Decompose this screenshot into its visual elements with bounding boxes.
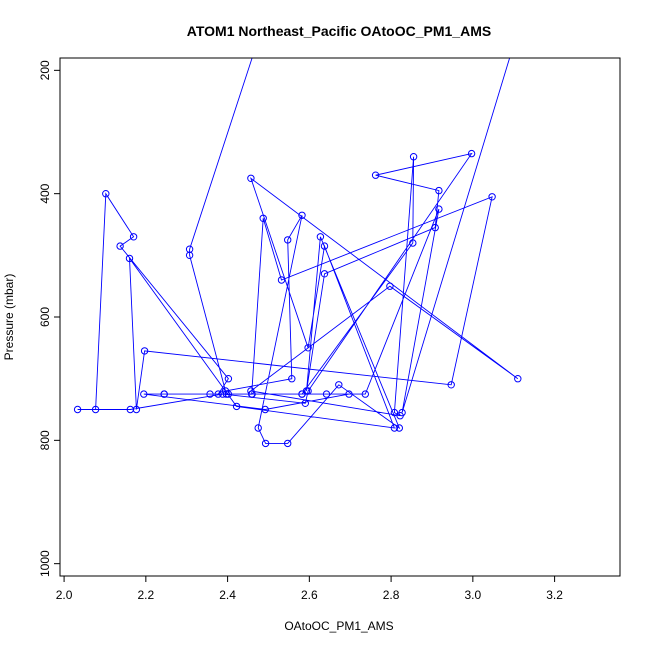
data-point (298, 390, 306, 398)
y-axis-label: Pressure (mbar) (2, 274, 16, 361)
chart-title: ATOM1 Northeast_Pacific OAtoOC_PM1_AMS (187, 23, 491, 39)
data-point (467, 149, 476, 158)
data-point (132, 405, 141, 414)
data-point (91, 405, 100, 414)
data-point (320, 242, 329, 250)
data-point (398, 408, 406, 417)
data-point (288, 375, 296, 383)
data-point (409, 239, 417, 247)
data-point (129, 233, 138, 241)
x-tick-label: 2.2 (137, 588, 154, 602)
data-point (304, 387, 312, 395)
x-tick-label: 3.2 (546, 588, 563, 602)
data-point (222, 390, 231, 398)
data-point (254, 424, 262, 432)
data-point (284, 236, 292, 244)
data-point (409, 153, 418, 161)
data-point (322, 390, 331, 398)
x-axis: 2.0 2.2 2.4 2.6 2.8 3.0 3.2 (56, 576, 563, 602)
y-tick-label: 200 (38, 60, 52, 80)
data-point (214, 390, 222, 398)
data-point (259, 214, 267, 223)
x-tick-label: 2.4 (219, 588, 236, 602)
y-tick-label: 400 (38, 183, 52, 203)
data-point (140, 347, 149, 355)
y-tick-label: 800 (38, 430, 52, 450)
x-tick-label: 2.0 (56, 588, 73, 602)
x-axis-label: OAtoOC_PM1_AMS (284, 619, 393, 633)
y-tick-label: 600 (38, 307, 52, 327)
plot-frame (59, 57, 621, 577)
data-point (316, 233, 325, 241)
data-point (261, 405, 269, 414)
data-point (261, 439, 270, 448)
data-point (298, 211, 306, 220)
data-point (390, 424, 399, 432)
x-tick-label: 2.8 (383, 588, 400, 602)
data-point (301, 399, 309, 407)
data-point (140, 390, 148, 398)
data-point (232, 402, 241, 411)
x-tick-label: 3.0 (465, 588, 482, 602)
data-point (247, 174, 255, 183)
data-point (224, 390, 233, 398)
data-point (345, 390, 353, 398)
data-point (320, 270, 329, 278)
data-point (160, 390, 168, 398)
data-point (304, 344, 312, 352)
data-point (386, 282, 394, 290)
data-point (514, 375, 522, 383)
data-point (248, 390, 256, 398)
data-point (435, 186, 443, 195)
data-point (73, 405, 82, 414)
data-point (390, 408, 399, 417)
data-point (435, 205, 443, 213)
data-point (102, 190, 110, 198)
plot-area (59, 57, 621, 577)
data-point (488, 193, 496, 201)
data-point (277, 276, 286, 284)
data-point (361, 390, 369, 398)
data-point (371, 171, 380, 179)
data-point (125, 254, 134, 263)
series-line (77, 58, 519, 444)
data-point (224, 375, 233, 383)
data-point (395, 424, 403, 432)
data-point (335, 381, 343, 389)
x-tick-label: 2.6 (301, 588, 318, 602)
y-tick-label: 1000 (38, 550, 52, 577)
data-point (185, 251, 194, 260)
data-point (116, 242, 124, 250)
y-axis: 200 400 600 800 1000 (38, 60, 60, 577)
data-point (447, 381, 455, 389)
data-point (219, 390, 227, 398)
data-point (206, 390, 214, 398)
data-point (431, 223, 439, 232)
data-point (284, 439, 292, 448)
series-layer (73, 58, 522, 448)
